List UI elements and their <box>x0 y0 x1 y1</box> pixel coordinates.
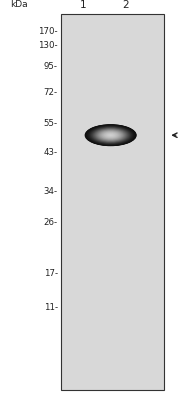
Ellipse shape <box>108 134 114 136</box>
Text: 170-: 170- <box>38 28 58 36</box>
Ellipse shape <box>92 127 129 143</box>
Text: 95-: 95- <box>44 62 58 71</box>
Ellipse shape <box>106 133 116 137</box>
Text: 43-: 43- <box>44 148 58 157</box>
Ellipse shape <box>87 125 134 145</box>
Ellipse shape <box>108 134 113 136</box>
Ellipse shape <box>97 129 125 141</box>
Text: 2: 2 <box>122 0 129 10</box>
Ellipse shape <box>110 135 112 136</box>
Ellipse shape <box>109 134 112 136</box>
Ellipse shape <box>89 126 133 144</box>
Ellipse shape <box>89 126 132 144</box>
Bar <box>61 14 164 390</box>
Ellipse shape <box>98 130 124 141</box>
Ellipse shape <box>90 126 132 144</box>
Ellipse shape <box>109 135 112 136</box>
Text: 11-: 11- <box>44 303 58 312</box>
Text: 34-: 34- <box>44 187 58 196</box>
Ellipse shape <box>93 128 128 142</box>
Ellipse shape <box>89 126 132 144</box>
Ellipse shape <box>96 129 125 141</box>
Ellipse shape <box>107 134 115 137</box>
Ellipse shape <box>99 130 123 140</box>
Ellipse shape <box>104 132 117 138</box>
Ellipse shape <box>85 124 136 146</box>
Ellipse shape <box>91 127 130 144</box>
Ellipse shape <box>105 133 116 138</box>
Ellipse shape <box>100 131 121 140</box>
Text: 72-: 72- <box>44 88 58 97</box>
Text: 17-: 17- <box>44 269 58 278</box>
Ellipse shape <box>100 131 121 140</box>
Ellipse shape <box>105 133 117 138</box>
Ellipse shape <box>93 128 129 143</box>
Ellipse shape <box>101 131 120 139</box>
Ellipse shape <box>102 132 119 139</box>
Text: 55-: 55- <box>44 119 58 128</box>
Ellipse shape <box>105 133 116 137</box>
Ellipse shape <box>106 133 115 137</box>
Ellipse shape <box>102 131 120 139</box>
Ellipse shape <box>102 132 119 139</box>
Ellipse shape <box>92 128 129 143</box>
Ellipse shape <box>99 130 122 140</box>
Ellipse shape <box>104 132 118 138</box>
Ellipse shape <box>90 126 131 144</box>
Ellipse shape <box>98 130 123 140</box>
Ellipse shape <box>94 128 128 142</box>
Text: 26-: 26- <box>44 218 58 227</box>
Text: 1: 1 <box>79 0 86 10</box>
Text: kDa: kDa <box>10 0 27 9</box>
Ellipse shape <box>86 125 135 146</box>
Ellipse shape <box>86 125 135 146</box>
Ellipse shape <box>91 127 131 144</box>
Ellipse shape <box>103 132 118 138</box>
Ellipse shape <box>101 131 121 140</box>
Ellipse shape <box>95 128 127 142</box>
Ellipse shape <box>92 127 130 143</box>
Ellipse shape <box>87 125 134 145</box>
Ellipse shape <box>95 129 126 142</box>
Ellipse shape <box>99 130 122 140</box>
Ellipse shape <box>107 134 114 137</box>
Ellipse shape <box>95 128 126 142</box>
Ellipse shape <box>108 134 113 136</box>
Ellipse shape <box>88 126 133 145</box>
Ellipse shape <box>97 130 124 141</box>
Ellipse shape <box>103 132 118 138</box>
Ellipse shape <box>88 126 134 145</box>
Ellipse shape <box>86 124 136 146</box>
Ellipse shape <box>94 128 127 142</box>
Ellipse shape <box>85 124 137 146</box>
Text: 130-: 130- <box>38 41 58 50</box>
Ellipse shape <box>96 129 125 142</box>
